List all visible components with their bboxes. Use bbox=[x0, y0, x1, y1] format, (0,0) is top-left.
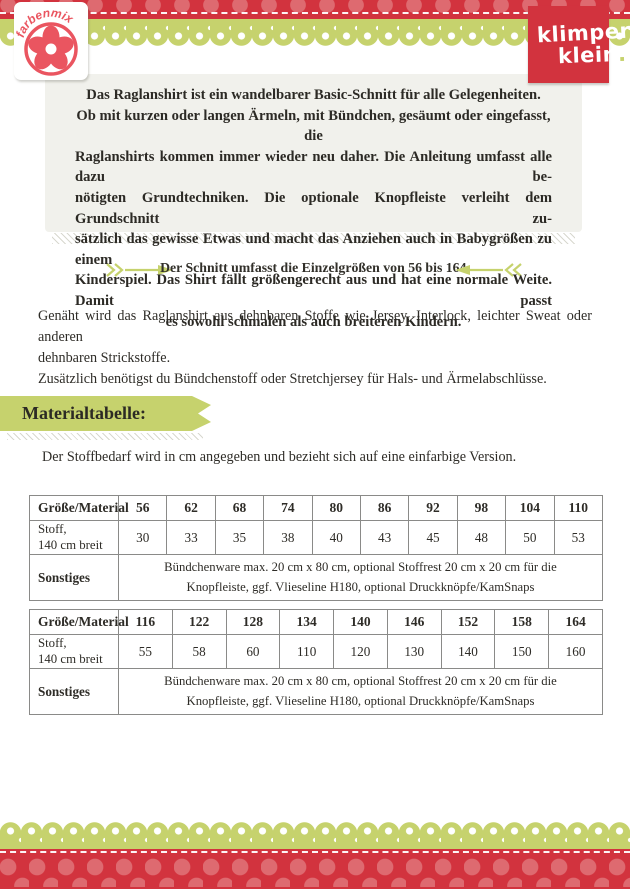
stoff-row-label: Stoff, 140 cm breit bbox=[29, 520, 119, 555]
bottom-polkadot-border bbox=[0, 849, 630, 889]
size-header-cell: 110 bbox=[553, 495, 604, 521]
fabric-note: Genäht wird das Raglanshirt aus dehnbare… bbox=[38, 306, 592, 390]
stoff-value-cell: 150 bbox=[494, 634, 550, 669]
farbenmix-logo: farbenmix bbox=[14, 2, 88, 80]
size-header-cell: 86 bbox=[359, 495, 410, 521]
size-header-cell: 146 bbox=[386, 609, 442, 635]
size-header-cell: 152 bbox=[440, 609, 496, 635]
size-header-cell: 74 bbox=[263, 495, 313, 521]
material-table-large-sizes: Größe/Material 116 122 128 134 140 146 152 158 16… bbox=[29, 609, 603, 715]
size-header-cell: 68 bbox=[214, 495, 265, 521]
size-header-cell: 140 bbox=[333, 609, 388, 635]
stoff-value-cell: 58 bbox=[171, 634, 227, 669]
size-header-cell: 134 bbox=[279, 609, 335, 635]
right-arrow-icon bbox=[106, 263, 173, 277]
stoff-value-cell: 38 bbox=[263, 520, 313, 555]
size-header-cell: 104 bbox=[505, 495, 555, 521]
intro-text: Das Raglanshirt ist ein wandelbarer Basi… bbox=[75, 85, 552, 332]
text-line: sätzlich das gewisse Etwas und macht das… bbox=[75, 231, 552, 268]
size-header-cell: 128 bbox=[225, 609, 281, 635]
stoff-value-cell: 110 bbox=[279, 634, 335, 669]
sonstiges-text-cell: Bündchenware max. 20 cm x 80 cm, optiona… bbox=[118, 554, 603, 601]
size-header-cell: 122 bbox=[171, 609, 227, 635]
text-line: Zusätzlich benötigst du Bündchenstoff od… bbox=[38, 371, 547, 387]
bottom-stitch-line bbox=[0, 851, 630, 853]
klimperklein-line2: klein. bbox=[557, 41, 627, 69]
stoff-value-cell: 55 bbox=[118, 634, 173, 669]
stoff-value-cell: 48 bbox=[456, 520, 507, 555]
stoff-value-cell: 60 bbox=[225, 634, 281, 669]
text-line: Kinderspiel. Das Shirt fällt größengerec… bbox=[75, 272, 552, 309]
sonstiges-row-label: Sonstiges bbox=[29, 554, 119, 601]
text-line: nötigten Grundtechniken. Die optionale K… bbox=[75, 189, 552, 227]
stoff-value-cell: 33 bbox=[166, 520, 216, 555]
stoff-value-cell: 50 bbox=[505, 520, 555, 555]
stoff-value-cell: 35 bbox=[214, 520, 265, 555]
stoff-value-cell: 45 bbox=[408, 520, 458, 555]
left-arrow-icon bbox=[455, 263, 522, 277]
stoff-value-cell: 130 bbox=[386, 634, 442, 669]
text-line: Ob mit kurzen oder langen Ärmeln, mit Bü… bbox=[76, 107, 551, 145]
klimperklein-dot: . bbox=[617, 41, 627, 67]
stoff-value-cell: 40 bbox=[311, 520, 361, 555]
section-banner: Materialtabelle: bbox=[0, 396, 211, 431]
text-line: dehnbaren Strickstoffe. bbox=[38, 350, 171, 366]
size-header-cell: 62 bbox=[166, 495, 216, 521]
top-scallop-lace-border bbox=[0, 19, 630, 46]
size-material-header: Größe/Material bbox=[29, 495, 129, 521]
sonstiges-row-label: Sonstiges bbox=[29, 668, 119, 715]
stoff-value-cell: 53 bbox=[553, 520, 604, 555]
top-stitch-line bbox=[0, 12, 630, 14]
size-material-header: Größe/Material bbox=[29, 609, 129, 635]
stoff-value-cell: 140 bbox=[440, 634, 496, 669]
size-header-cell: 80 bbox=[311, 495, 361, 521]
text-line: Raglanshirts kommen immer wieder neu dah… bbox=[75, 148, 552, 186]
stoff-value-cell: 120 bbox=[333, 634, 388, 669]
top-polkadot-border bbox=[0, 0, 630, 19]
section-banner-shadow bbox=[7, 433, 203, 440]
intro-panel: Das Raglanshirt ist ein wandelbarer Basi… bbox=[45, 74, 582, 330]
material-table-small-sizes: Größe/Material 56 62 68 74 80 86 92 98 104 110 Stof… bbox=[29, 495, 604, 601]
intro-panel-shadow bbox=[52, 233, 575, 244]
stoff-value-cell: 160 bbox=[548, 634, 603, 669]
stoff-value-cell: 30 bbox=[117, 520, 168, 555]
section-title: Materialtabelle: bbox=[22, 403, 146, 423]
text-line: es sowohl schmalen als auch breiteren Ki… bbox=[165, 313, 462, 330]
size-range-text: Der Schnitt umfasst die Einzelgrößen von… bbox=[160, 260, 470, 275]
size-header-cell: 92 bbox=[408, 495, 458, 521]
fabric-requirement-note: Der Stoffbedarf wird in cm angegeben und… bbox=[42, 449, 517, 465]
klimperklein-logo: klimper klein. bbox=[528, 6, 630, 83]
size-range-row: Der Schnitt umfasst die Einzelgrößen von… bbox=[0, 260, 630, 278]
size-header-cell: 98 bbox=[456, 495, 507, 521]
stoff-value-cell: 43 bbox=[359, 520, 410, 555]
bottom-scallop-lace-border bbox=[0, 818, 630, 849]
size-header-cell: 158 bbox=[494, 609, 550, 635]
size-header-cell: 56 bbox=[117, 495, 168, 521]
size-header-cell: 164 bbox=[548, 609, 603, 635]
text-line: Genäht wird das Raglanshirt aus dehnbare… bbox=[38, 308, 592, 345]
size-header-cell: 116 bbox=[118, 609, 173, 635]
text-line: Das Raglanshirt ist ein wandelbarer Basi… bbox=[86, 87, 541, 103]
sonstiges-text-cell: Bündchenware max. 20 cm x 80 cm, optiona… bbox=[118, 668, 603, 715]
flower-icon: farbenmix bbox=[14, 5, 78, 76]
stoff-row-label: Stoff, 140 cm breit bbox=[29, 634, 119, 669]
